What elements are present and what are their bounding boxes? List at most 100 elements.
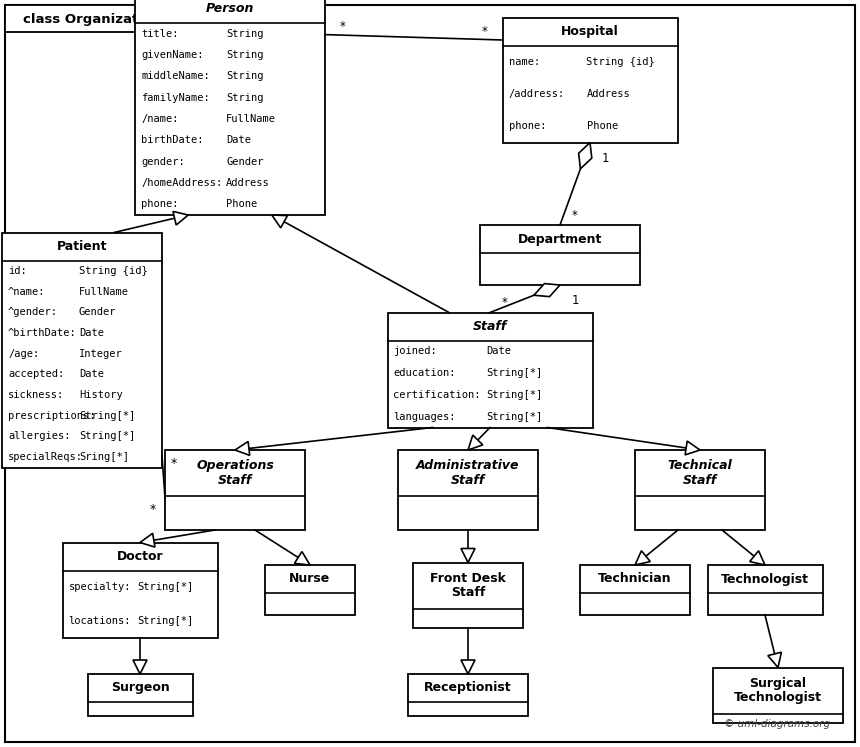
FancyBboxPatch shape xyxy=(5,5,855,742)
Polygon shape xyxy=(685,441,700,455)
Polygon shape xyxy=(635,551,650,565)
Text: name:: name: xyxy=(508,57,540,66)
Text: Nurse: Nurse xyxy=(289,572,330,586)
Text: History: History xyxy=(79,390,122,400)
Text: Surgical
Technologist: Surgical Technologist xyxy=(734,677,822,704)
Text: String: String xyxy=(226,93,264,102)
Text: phone:: phone: xyxy=(141,199,179,209)
Text: gender:: gender: xyxy=(141,157,185,167)
Text: sickness:: sickness: xyxy=(8,390,64,400)
Text: languages:: languages: xyxy=(394,412,456,421)
Polygon shape xyxy=(768,652,782,668)
Text: String: String xyxy=(226,71,264,81)
Text: Patient: Patient xyxy=(57,240,108,253)
Text: String[*]: String[*] xyxy=(79,411,135,421)
Text: locations:: locations: xyxy=(69,616,131,626)
Polygon shape xyxy=(461,548,475,562)
Text: *: * xyxy=(171,457,177,471)
Text: givenName:: givenName: xyxy=(141,50,204,60)
FancyBboxPatch shape xyxy=(2,232,162,468)
Text: Surgeon: Surgeon xyxy=(111,681,169,695)
Polygon shape xyxy=(140,533,155,547)
Text: Doctor: Doctor xyxy=(117,550,163,563)
Text: education:: education: xyxy=(394,368,456,378)
Text: String[*]: String[*] xyxy=(79,432,135,441)
Text: id:: id: xyxy=(8,266,27,276)
Text: allergies:: allergies: xyxy=(8,432,71,441)
FancyBboxPatch shape xyxy=(413,562,523,627)
FancyBboxPatch shape xyxy=(135,0,325,215)
Text: phone:: phone: xyxy=(508,121,546,131)
Text: Administrative
Staff: Administrative Staff xyxy=(416,459,519,487)
FancyBboxPatch shape xyxy=(398,450,538,530)
Text: Technician: Technician xyxy=(599,572,672,586)
Polygon shape xyxy=(173,211,188,225)
Text: ^name:: ^name: xyxy=(8,287,46,297)
Text: Date: Date xyxy=(486,347,511,356)
Text: String: String xyxy=(226,50,264,60)
Text: String {id}: String {id} xyxy=(587,57,655,66)
Text: Receptionist: Receptionist xyxy=(424,681,512,695)
Text: 1: 1 xyxy=(571,294,579,308)
Polygon shape xyxy=(294,551,310,565)
Text: ^birthDate:: ^birthDate: xyxy=(8,328,77,338)
Text: Technologist: Technologist xyxy=(721,572,809,586)
FancyBboxPatch shape xyxy=(388,312,593,427)
Text: Front Desk
Staff: Front Desk Staff xyxy=(430,571,506,600)
Text: Phone: Phone xyxy=(587,121,617,131)
Text: *: * xyxy=(340,20,346,33)
Text: /address:: /address: xyxy=(508,89,565,99)
FancyBboxPatch shape xyxy=(265,565,355,615)
Polygon shape xyxy=(468,435,482,450)
FancyBboxPatch shape xyxy=(165,450,305,530)
Text: joined:: joined: xyxy=(394,347,437,356)
Text: /age:: /age: xyxy=(8,349,40,359)
Text: Phone: Phone xyxy=(226,199,257,209)
Text: ^gender:: ^gender: xyxy=(8,307,58,317)
Text: middleName:: middleName: xyxy=(141,71,210,81)
Text: Hospital: Hospital xyxy=(561,25,619,38)
Text: String[*]: String[*] xyxy=(137,616,194,626)
FancyBboxPatch shape xyxy=(502,17,678,143)
Text: /homeAddress:: /homeAddress: xyxy=(141,178,222,188)
FancyBboxPatch shape xyxy=(713,668,843,722)
Text: /name:: /name: xyxy=(141,114,179,124)
Text: familyName:: familyName: xyxy=(141,93,210,102)
Text: birthDate:: birthDate: xyxy=(141,135,204,146)
Text: Gender: Gender xyxy=(226,157,264,167)
Text: String[*]: String[*] xyxy=(486,412,542,421)
Text: specialReqs:: specialReqs: xyxy=(8,452,83,462)
Text: String[*]: String[*] xyxy=(486,368,542,378)
Text: String {id}: String {id} xyxy=(79,266,148,276)
FancyBboxPatch shape xyxy=(88,674,193,716)
Text: Person: Person xyxy=(206,2,255,16)
Polygon shape xyxy=(272,215,287,228)
Text: Operations
Staff: Operations Staff xyxy=(196,459,274,487)
Text: Integer: Integer xyxy=(79,349,122,359)
Text: String[*]: String[*] xyxy=(137,582,194,592)
Polygon shape xyxy=(461,660,475,674)
Polygon shape xyxy=(133,660,147,674)
Text: 1: 1 xyxy=(601,152,609,165)
Text: String[*]: String[*] xyxy=(486,390,542,400)
Text: specialty:: specialty: xyxy=(69,582,131,592)
Polygon shape xyxy=(534,284,560,297)
Text: title:: title: xyxy=(141,28,179,39)
FancyBboxPatch shape xyxy=(480,225,640,285)
FancyBboxPatch shape xyxy=(63,542,218,637)
Text: Address: Address xyxy=(587,89,630,99)
Text: certification:: certification: xyxy=(394,390,481,400)
Text: Sring[*]: Sring[*] xyxy=(79,452,129,462)
Text: © uml-diagrams.org: © uml-diagrams.org xyxy=(724,719,830,729)
Text: *: * xyxy=(150,503,157,516)
Polygon shape xyxy=(579,143,592,169)
Text: accepted:: accepted: xyxy=(8,369,64,379)
Text: class Organization: class Organization xyxy=(22,13,162,25)
Text: Date: Date xyxy=(79,369,104,379)
Text: Address: Address xyxy=(226,178,270,188)
Text: FullName: FullName xyxy=(226,114,276,124)
FancyBboxPatch shape xyxy=(708,565,822,615)
Text: *: * xyxy=(482,25,488,39)
Polygon shape xyxy=(750,551,765,565)
Text: Technical
Staff: Technical Staff xyxy=(667,459,733,487)
